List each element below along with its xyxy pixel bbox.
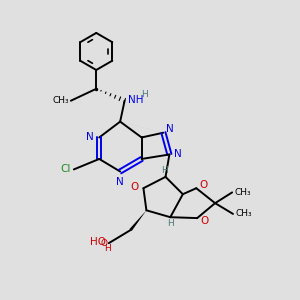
Text: Cl: Cl — [60, 164, 70, 174]
Text: CH₃: CH₃ — [52, 96, 69, 105]
Text: H: H — [141, 90, 148, 99]
Text: H: H — [167, 219, 174, 228]
Text: CH₃: CH₃ — [235, 188, 251, 197]
Text: O: O — [100, 239, 107, 248]
Text: N: N — [116, 177, 124, 187]
Text: N: N — [166, 124, 174, 134]
Text: NH: NH — [128, 95, 144, 105]
Text: H: H — [104, 244, 111, 253]
Polygon shape — [129, 210, 146, 231]
Text: HO: HO — [90, 237, 106, 247]
Text: O: O — [130, 182, 138, 192]
Text: N: N — [86, 133, 94, 142]
Text: CH₃: CH₃ — [236, 209, 252, 218]
Text: O: O — [200, 180, 208, 190]
Text: O: O — [201, 216, 209, 226]
Text: N: N — [175, 149, 182, 160]
Text: H: H — [162, 167, 168, 176]
